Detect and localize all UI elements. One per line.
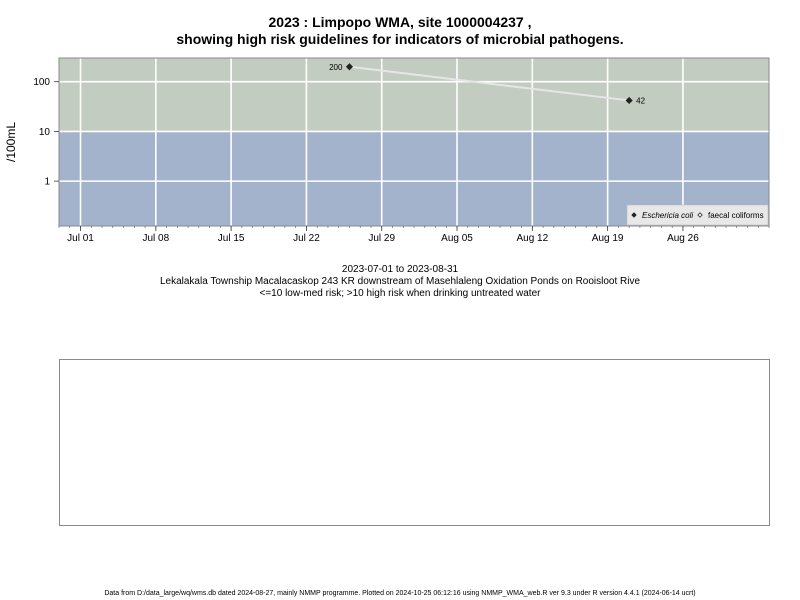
y-tick-label: 100 [33,77,50,88]
x-tick-label: Jul 29 [368,233,395,244]
date-range: 2023-07-01 to 2023-08-31 [341,264,459,275]
x-tick-label: Jul 22 [293,233,320,244]
y-tick-label: 10 [39,127,51,138]
y-tick-label: 1 [44,177,50,188]
chart-title-line1: 2023 : Limpopo WMA, site 1000004237 , [268,14,532,30]
data-label: 200 [329,63,343,72]
data-point [625,96,633,105]
x-tick-label: Jul 01 [67,233,94,244]
high-risk-band [59,58,769,132]
legend-marker [697,212,703,218]
legend-entry: Eschericia coli [642,211,693,220]
chart-plot: Jul 01 Jul 08 Jul 15 Jul 22 Jul 29 Aug 05 Aug … [4,57,770,244]
chart-title-line2: showing high risk guidelines for indicat… [176,31,624,47]
data-point [345,63,354,71]
y-axis-label: /100mL [4,122,18,162]
x-tick-label: Aug 12 [516,233,548,244]
series-line [349,65,630,102]
x-tick-label: Aug 05 [441,233,473,244]
x-tick-label: Aug 26 [667,233,699,244]
legend-entry: faecal coliforms [708,211,764,220]
x-tick-label: Jul 08 [142,233,169,244]
data-label: 42 [636,96,645,105]
site-description: Lekalakala Township Macalacaskop 243 KR … [159,276,641,287]
x-tick-label: Aug 19 [592,233,624,244]
x-tick-label: Jul 15 [218,233,245,244]
risk-note: <=10 low-med risk; >10 high risk when dr… [259,288,541,299]
empty-plot-panel [59,359,770,526]
legend-marker [631,212,637,218]
footer-note: Data from D:/data_large/wq/wms.db dated … [104,590,696,597]
